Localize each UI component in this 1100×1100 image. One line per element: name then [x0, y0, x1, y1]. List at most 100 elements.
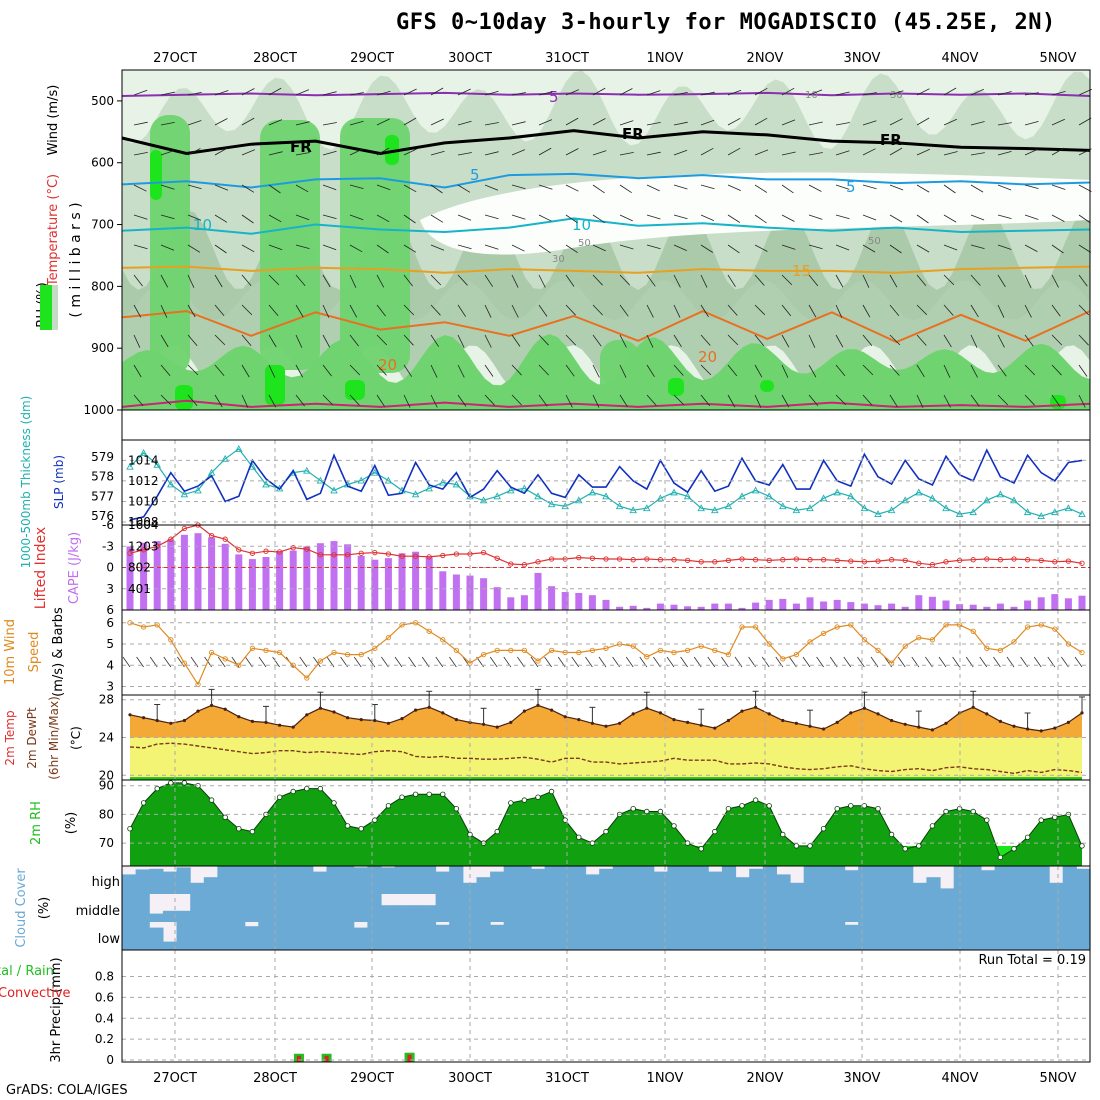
- upper-wind-barb: [1078, 184, 1092, 192]
- rh-bright-cell: [385, 135, 399, 165]
- upper-wind-barb: [187, 364, 199, 376]
- temp-contour-5: [121, 91, 1091, 97]
- upper-wind-barb: [970, 214, 985, 221]
- upper-wind-barb: [889, 304, 900, 317]
- cloud-bar-low: [831, 922, 846, 950]
- rh2m-point: [508, 800, 514, 806]
- rh2m-point: [1052, 814, 1058, 820]
- wind-speed-point: [684, 647, 691, 654]
- rh2m-area: [130, 782, 1082, 866]
- cape-bar: [248, 559, 256, 610]
- cloud-bar-middle: [476, 894, 491, 922]
- rh2m-tick-label: 70: [99, 836, 114, 850]
- temp-contour-15: [121, 265, 1091, 274]
- wind-speed-point: [589, 647, 596, 654]
- upper-wind-barb: [727, 394, 736, 408]
- rh2m-point: [780, 831, 786, 838]
- upper-wind-barb: [592, 394, 600, 408]
- bottom-date-label: 27OCT: [153, 1071, 197, 1086]
- upper-wind-barb: [997, 334, 1005, 348]
- upper-wind-barb: [754, 184, 768, 193]
- thickness-point: [983, 496, 991, 504]
- cape-bar: [847, 602, 855, 610]
- cape-bar: [942, 600, 950, 610]
- upper-wind-barb: [511, 92, 526, 96]
- wind-speed-point: [249, 645, 256, 651]
- upper-wind-barb: [160, 184, 175, 190]
- thickness-point: [942, 504, 950, 512]
- temp-point: [169, 721, 173, 725]
- surface-wind-barb: [761, 656, 770, 668]
- contour-label: 10: [572, 216, 591, 234]
- rh2m-point: [440, 791, 446, 797]
- upper-wind-barb: [835, 184, 850, 190]
- cape-bar: [1064, 598, 1072, 610]
- temp-point: [767, 712, 771, 716]
- rh2m-point: [154, 785, 160, 792]
- upper-wind-barb: [376, 244, 389, 254]
- upper-wind-barb: [511, 121, 526, 126]
- thickness-point: [547, 500, 556, 508]
- rh-bright-cell: [265, 365, 285, 405]
- surface-wind-barb: [530, 656, 539, 668]
- upper-wind-barb: [349, 394, 360, 406]
- upper-wind-barb: [835, 244, 850, 251]
- temp-point: [577, 718, 581, 722]
- upper-wind-barb: [430, 304, 441, 316]
- cape-bar: [507, 597, 515, 610]
- upper-wind-barb: [538, 274, 546, 288]
- upper-wind-barb: [160, 274, 169, 288]
- upper-wind-barb: [538, 334, 549, 346]
- lifted-index-point: [807, 557, 813, 563]
- rh2m-point: [752, 797, 759, 803]
- upper-wind-barb: [511, 214, 526, 220]
- upper-wind-barb: [835, 150, 850, 156]
- cape-bar: [276, 551, 284, 610]
- upper-wind-barb: [349, 274, 357, 288]
- p4-barbs-label: (m/s) & Barbs: [51, 607, 66, 697]
- surface-wind-barb: [408, 656, 416, 668]
- upper-wind-barb: [565, 334, 576, 346]
- cloud-bar-low: [122, 922, 137, 950]
- surface-wind-barb: [680, 656, 688, 668]
- cloud-bar-low: [817, 922, 832, 950]
- upper-wind-barb: [997, 214, 1012, 219]
- upper-wind-barb: [322, 91, 337, 96]
- cloud-bar-middle: [735, 894, 750, 922]
- bottom-date-label: 3NOV: [844, 1071, 881, 1086]
- cloud-bar-low: [694, 922, 709, 950]
- cloud-bar-high: [1049, 882, 1064, 894]
- cape-bar: [752, 602, 760, 610]
- thickness-tick-label: 576: [91, 509, 114, 523]
- cloud-bar-low: [517, 922, 532, 950]
- wind-speed-point: [1079, 649, 1085, 656]
- lifted-index-point: [916, 560, 922, 566]
- cape-tick-label: 401: [128, 582, 151, 596]
- cloud-bar-middle: [599, 894, 614, 922]
- rh2m-tick-label: 90: [99, 779, 114, 793]
- upper-wind-barb: [322, 304, 330, 318]
- upper-wind-barb: [997, 184, 1012, 191]
- cloud-bar-middle: [858, 894, 873, 922]
- temp-point: [264, 720, 268, 725]
- upper-wind-barb: [754, 117, 768, 126]
- wind-speed-point: [372, 645, 378, 651]
- cape-bar: [180, 534, 188, 610]
- rh2m-point: [644, 808, 650, 815]
- upper-wind-barb: [1024, 92, 1039, 96]
- upper-wind-barb: [646, 122, 661, 126]
- thickness-point: [765, 492, 773, 500]
- cloud-bar-high: [980, 870, 996, 894]
- upper-wind-barb: [835, 91, 850, 96]
- rh2m-point: [317, 785, 324, 792]
- lifted-index-line: [129, 524, 1083, 566]
- upper-wind-barb: [646, 304, 654, 318]
- cloud-bar-low: [599, 922, 614, 950]
- upper-wind-barb: [565, 184, 579, 192]
- wind-speed-point: [208, 649, 215, 656]
- cloud-bar-low: [803, 922, 818, 950]
- surface-wind-barb: [979, 656, 988, 668]
- cloud-bar-high: [503, 866, 518, 894]
- cloud-bar-middle: [749, 894, 764, 922]
- upper-wind-barb: [430, 150, 445, 156]
